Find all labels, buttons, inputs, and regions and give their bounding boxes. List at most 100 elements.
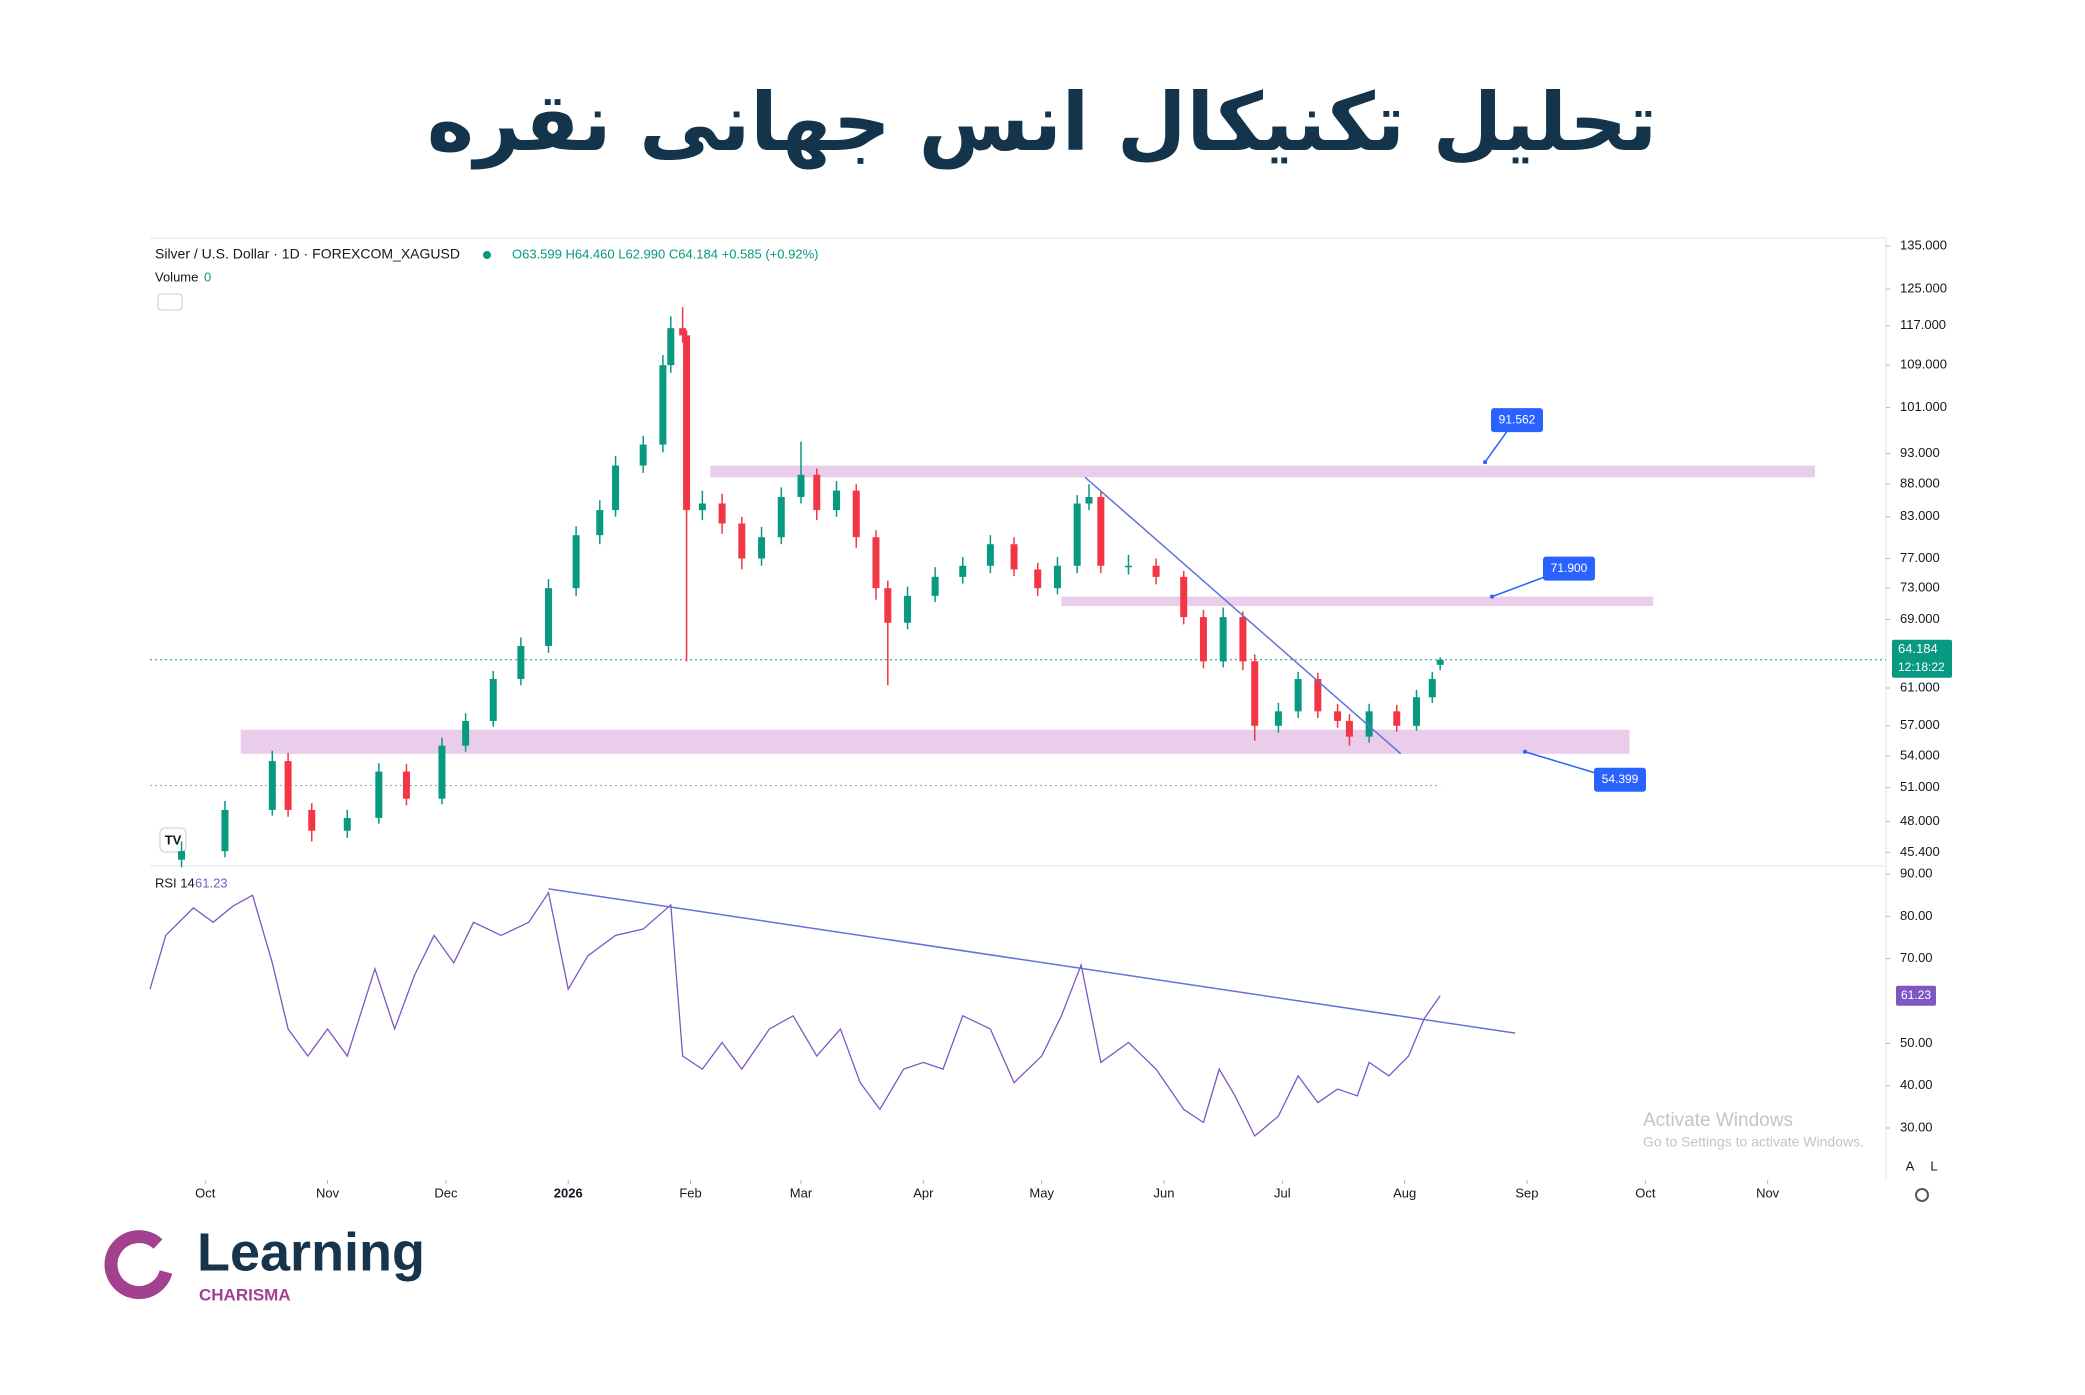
candle-body bbox=[1199, 617, 1207, 662]
y-tick-label: 50.00 bbox=[1900, 1035, 1933, 1050]
watermark-title: Activate Windows bbox=[1643, 1110, 1793, 1131]
candle-body bbox=[572, 535, 580, 589]
candle-body bbox=[777, 497, 785, 538]
rsi-badge bbox=[1896, 985, 1936, 1006]
zone bbox=[1061, 596, 1654, 606]
ohlc: O63.599 H64.460 L62.990 C64.184 +0.585 (… bbox=[512, 246, 818, 261]
legend-value: 61.23 bbox=[195, 875, 228, 890]
y-tick-label: 51.000 bbox=[1900, 779, 1940, 794]
status-dot bbox=[483, 251, 491, 259]
svg-text:TV: TV bbox=[165, 832, 182, 847]
callout-anchor bbox=[1490, 594, 1494, 599]
candle-body bbox=[884, 588, 892, 623]
candle-body bbox=[1345, 720, 1353, 737]
candle-body bbox=[1010, 544, 1018, 570]
candle-body bbox=[683, 335, 691, 511]
candle-body bbox=[738, 523, 746, 559]
callout-box bbox=[1594, 767, 1646, 792]
candle-body bbox=[1034, 569, 1042, 589]
y-tick-label: 30.00 bbox=[1900, 1119, 1933, 1134]
y-tick-label: 73.000 bbox=[1900, 580, 1940, 595]
candle-body bbox=[959, 565, 967, 577]
candle-body bbox=[1180, 576, 1188, 618]
y-tick-label: 69.000 bbox=[1900, 611, 1940, 626]
callout-anchor bbox=[1523, 749, 1527, 754]
zone bbox=[710, 465, 1815, 478]
candle-body bbox=[517, 645, 525, 680]
y-tick-label: 90.00 bbox=[1900, 865, 1933, 880]
candle-body bbox=[833, 490, 841, 511]
candle-body bbox=[1365, 711, 1373, 737]
candle-body bbox=[667, 328, 675, 366]
y-tick-label: 61.000 bbox=[1900, 680, 1940, 695]
candle-body bbox=[813, 474, 821, 511]
candle-body bbox=[308, 809, 316, 831]
candle-body bbox=[1274, 711, 1282, 726]
y-tick-label: 88.000 bbox=[1900, 476, 1940, 491]
candle-body bbox=[904, 595, 912, 623]
x-tick-label: Aug bbox=[1393, 1185, 1416, 1200]
symbol-title: Silver / U.S. Dollar · 1D · FOREXCOM_XAG… bbox=[155, 246, 460, 262]
x-tick-label: Dec bbox=[434, 1185, 458, 1200]
callout-label: 91.562 bbox=[1499, 412, 1536, 426]
scale-button[interactable]: L bbox=[1930, 1158, 1937, 1173]
candle-body bbox=[1393, 711, 1401, 726]
y-tick-label: 83.000 bbox=[1900, 508, 1940, 523]
rsi-badge-label: 61.23 bbox=[1901, 988, 1931, 1002]
candle-body bbox=[797, 474, 805, 498]
y-tick-label: 70.00 bbox=[1900, 950, 1933, 965]
candle-body bbox=[1239, 617, 1247, 662]
legend-name: RSI 14 bbox=[155, 875, 195, 890]
y-tick-label: 57.000 bbox=[1900, 717, 1940, 732]
y-tick-label: 80.00 bbox=[1900, 908, 1933, 923]
x-tick-label: Oct bbox=[195, 1185, 216, 1200]
candle-body bbox=[1053, 565, 1061, 589]
x-tick-label: Sep bbox=[1515, 1185, 1538, 1200]
candle-body bbox=[931, 576, 939, 596]
settings-icon[interactable] bbox=[1915, 1188, 1929, 1202]
logo-name: Learning bbox=[197, 1222, 425, 1282]
candle-body bbox=[1152, 565, 1160, 577]
x-tick-label: Oct bbox=[1635, 1185, 1656, 1200]
candle-body bbox=[268, 761, 276, 810]
candle-body bbox=[1436, 659, 1444, 665]
last-price-badge bbox=[1892, 639, 1952, 678]
candle-body bbox=[375, 771, 383, 818]
scale-button[interactable]: A bbox=[1906, 1158, 1915, 1173]
y-tick-label: 117.000 bbox=[1900, 317, 1946, 332]
logo-subtitle: CHARISMA bbox=[199, 1285, 291, 1304]
volume-label: Volume bbox=[155, 269, 198, 284]
candle-body bbox=[698, 503, 706, 511]
callout-box bbox=[1543, 556, 1595, 581]
watermark-subtitle: Go to Settings to activate Windows. bbox=[1643, 1134, 1864, 1150]
candle-body bbox=[872, 537, 880, 589]
candle-body bbox=[1412, 697, 1420, 726]
logo-icon bbox=[104, 1230, 173, 1300]
y-tick-label: 93.000 bbox=[1900, 445, 1940, 460]
x-tick-label: Nov bbox=[1756, 1185, 1780, 1200]
candle-body bbox=[1073, 503, 1081, 566]
candle-body bbox=[1251, 661, 1259, 726]
y-tick-label: 77.000 bbox=[1900, 550, 1940, 565]
candle-body bbox=[489, 679, 497, 721]
collapse-button[interactable] bbox=[157, 293, 183, 311]
y-tick-label: 45.400 bbox=[1900, 844, 1940, 859]
candle-body bbox=[544, 588, 552, 646]
candle-body bbox=[1124, 565, 1132, 568]
candle-body bbox=[1428, 679, 1436, 698]
candle-body bbox=[402, 771, 410, 799]
candle-body bbox=[718, 503, 726, 524]
callout-label: 71.900 bbox=[1551, 561, 1588, 575]
x-tick-label: Jun bbox=[1153, 1185, 1174, 1200]
candle-body bbox=[221, 809, 229, 852]
candle-body bbox=[596, 510, 604, 536]
candle-body bbox=[178, 851, 186, 860]
x-tick-label: Nov bbox=[316, 1185, 340, 1200]
candle-body bbox=[1085, 497, 1093, 504]
y-tick-label: 54.000 bbox=[1900, 747, 1940, 762]
x-tick-label: Feb bbox=[679, 1185, 701, 1200]
candle-body bbox=[1334, 711, 1342, 721]
x-tick-label: Apr bbox=[913, 1185, 934, 1200]
candle-body bbox=[758, 537, 766, 559]
